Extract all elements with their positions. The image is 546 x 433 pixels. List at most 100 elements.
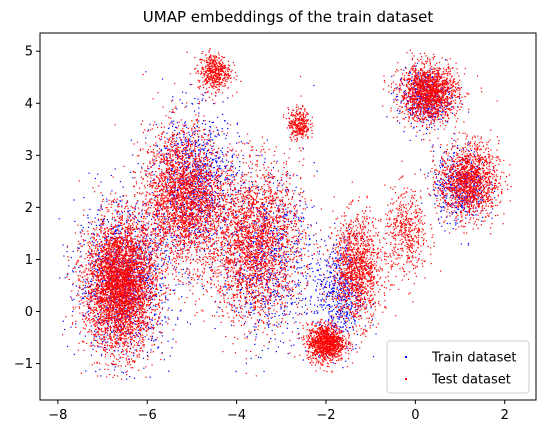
data-point xyxy=(220,175,222,177)
data-point xyxy=(450,176,452,178)
data-point xyxy=(249,314,251,316)
data-point xyxy=(231,180,233,182)
data-point xyxy=(465,179,467,181)
data-point xyxy=(457,87,459,89)
data-point xyxy=(133,218,135,220)
data-point xyxy=(107,258,109,260)
data-point xyxy=(282,233,284,235)
data-point xyxy=(150,205,153,207)
data-point xyxy=(463,183,465,185)
data-point xyxy=(138,273,140,276)
data-point xyxy=(324,286,327,288)
data-point xyxy=(231,190,233,192)
data-point xyxy=(427,108,429,110)
data-point xyxy=(453,195,455,197)
data-point xyxy=(101,353,103,356)
data-point xyxy=(195,228,197,230)
data-point xyxy=(136,228,138,230)
data-point xyxy=(150,251,152,253)
data-point xyxy=(132,322,135,324)
data-point xyxy=(260,250,262,253)
data-point xyxy=(338,292,340,294)
data-point xyxy=(93,276,95,278)
data-point xyxy=(192,151,194,153)
data-point xyxy=(439,160,441,162)
data-point xyxy=(126,239,128,241)
data-point xyxy=(212,200,214,202)
data-point xyxy=(90,237,92,239)
data-point xyxy=(204,158,206,161)
data-point xyxy=(242,263,244,265)
data-point xyxy=(141,280,143,282)
data-point xyxy=(340,303,342,305)
data-point xyxy=(222,101,224,103)
data-point xyxy=(101,214,103,216)
data-point xyxy=(78,266,80,269)
data-point xyxy=(220,274,222,276)
data-point xyxy=(189,148,191,150)
data-point xyxy=(111,261,113,263)
data-point xyxy=(183,136,185,138)
data-point xyxy=(93,330,95,332)
data-point xyxy=(278,239,280,241)
data-point xyxy=(277,221,280,223)
data-point xyxy=(245,362,247,364)
data-point xyxy=(264,226,266,228)
data-point xyxy=(110,274,112,277)
data-point xyxy=(249,189,251,191)
data-point xyxy=(210,133,212,135)
data-point xyxy=(290,298,293,300)
data-point xyxy=(284,313,286,315)
data-point xyxy=(132,315,134,317)
data-point xyxy=(339,282,341,284)
data-point xyxy=(165,295,167,297)
data-point xyxy=(230,175,232,177)
data-point xyxy=(432,189,434,191)
data-point xyxy=(194,188,196,190)
data-point xyxy=(97,269,99,272)
data-point xyxy=(280,304,282,306)
data-point xyxy=(237,132,239,134)
data-point xyxy=(477,196,479,198)
data-point xyxy=(113,201,115,204)
data-point xyxy=(437,111,439,113)
data-point xyxy=(210,266,212,269)
data-point xyxy=(175,171,177,173)
data-point xyxy=(113,233,115,236)
data-point xyxy=(75,323,77,325)
data-point xyxy=(143,321,145,323)
data-point xyxy=(476,165,478,167)
data-point xyxy=(68,265,70,267)
data-point xyxy=(138,306,140,308)
data-point xyxy=(234,252,236,254)
data-point xyxy=(337,316,339,318)
data-point xyxy=(155,303,157,306)
data-point xyxy=(176,108,178,110)
data-point xyxy=(453,139,455,141)
data-point xyxy=(127,210,129,212)
data-point xyxy=(451,176,453,178)
data-point xyxy=(257,268,259,270)
data-point xyxy=(219,307,221,309)
data-point xyxy=(335,266,337,268)
data-point xyxy=(309,300,311,302)
data-point xyxy=(113,232,115,234)
data-point xyxy=(94,282,96,284)
data-point xyxy=(185,169,187,171)
data-point xyxy=(103,289,105,291)
data-point xyxy=(301,212,303,214)
data-point xyxy=(164,147,166,149)
data-point xyxy=(414,67,416,69)
data-point xyxy=(105,291,107,293)
data-point xyxy=(448,179,450,182)
data-point xyxy=(439,146,441,148)
data-point xyxy=(261,280,263,282)
data-point xyxy=(129,307,131,309)
data-point xyxy=(185,214,187,216)
data-point xyxy=(226,178,228,180)
data-point xyxy=(171,144,173,146)
data-point xyxy=(445,216,448,218)
data-point xyxy=(229,184,231,186)
data-point xyxy=(114,251,116,253)
data-point xyxy=(346,347,348,349)
